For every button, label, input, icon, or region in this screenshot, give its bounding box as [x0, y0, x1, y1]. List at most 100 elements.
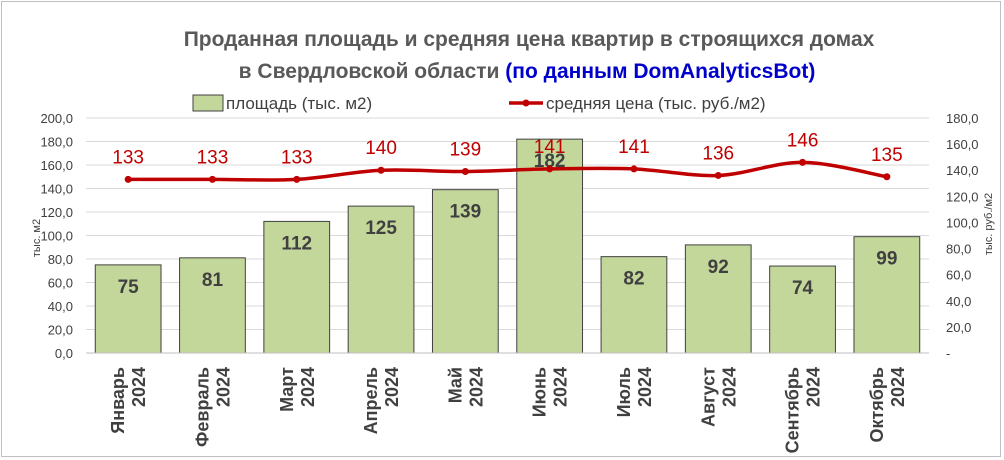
- x-tick-year: 2024: [551, 367, 571, 407]
- chart-title-region: в Свердловской области: [239, 60, 500, 83]
- y2-tick-label: 140,0: [946, 163, 979, 178]
- y-tick-label: 100,0: [40, 229, 73, 244]
- x-tick-label: Май 2024: [445, 367, 486, 407]
- bar-data-label: 99: [876, 249, 897, 270]
- y-axis-title: тыс. м2: [31, 219, 43, 257]
- price-data-label: 133: [112, 147, 144, 168]
- y-tick-label: 40,0: [48, 299, 73, 314]
- chart-title: Проданная площадь и средняя цена квартир…: [184, 28, 875, 51]
- y-tick-label: 120,0: [40, 205, 73, 220]
- price-point: [124, 175, 132, 183]
- x-tick-label: Апрель 2024: [361, 367, 402, 434]
- bar-data-label: 81: [202, 270, 224, 291]
- price-data-label: 133: [197, 147, 229, 168]
- x-tick-month: Июль: [614, 367, 634, 417]
- bar-data-label: 75: [118, 277, 140, 298]
- y-tick-label: 20,0: [48, 323, 73, 338]
- x-tick-month: Март: [277, 367, 297, 412]
- price-data-label: 139: [449, 140, 481, 161]
- legend-bar-label: площадь (тыс. м2): [226, 94, 372, 113]
- chart-title-source: (по данным DomAnalyticsBot): [505, 60, 815, 83]
- price-point: [377, 166, 385, 174]
- x-tick-year: 2024: [719, 367, 739, 407]
- x-tick-month: Май: [445, 367, 465, 403]
- price-data-label: 140: [365, 138, 397, 159]
- price-data-label: 136: [702, 143, 734, 164]
- x-tick-year: 2024: [382, 367, 402, 407]
- price-data-label: 146: [787, 130, 819, 151]
- bar-data-label: 182: [534, 151, 566, 172]
- y2-tick-label: 80,0: [946, 242, 971, 257]
- y-tick-label: 160,0: [40, 158, 73, 173]
- y-tick-label: 0,0: [55, 346, 73, 361]
- y-tick-label: 140,0: [40, 182, 73, 197]
- price-line: 133 133 133 140 139 141 141 136 146 135: [112, 130, 903, 183]
- bar: [516, 138, 584, 354]
- x-tick-year: 2024: [213, 367, 233, 407]
- bar-data-label: 139: [449, 202, 481, 223]
- bar-data-label: 112: [281, 233, 312, 254]
- x-tick-label: Январь 2024: [108, 367, 149, 434]
- price-point: [883, 173, 891, 181]
- bar: [94, 264, 162, 354]
- x-tick-month: Август: [698, 367, 718, 427]
- chart-title-line2: в Свердловской области (по данным DomAna…: [239, 60, 816, 83]
- x-tick-label: Июнь 2024: [530, 367, 571, 417]
- x-tick-label: Март 2024: [277, 367, 318, 412]
- x-tick-label: Сентябрь 2024: [783, 367, 824, 453]
- y-tick-label: 60,0: [48, 276, 73, 291]
- price-point: [714, 171, 722, 179]
- y2-tick-label: 160,0: [946, 137, 979, 152]
- legend: площадь (тыс. м2) средняя цена (тыс. руб…: [192, 94, 766, 113]
- legend-line-label: средняя цена (тыс. руб./м2): [546, 94, 766, 113]
- legend-line-marker: [522, 99, 530, 107]
- x-tick-month: Январь: [108, 367, 128, 434]
- x-tick-label: Июль 2024: [614, 367, 655, 417]
- y-tick-label: 80,0: [48, 252, 73, 267]
- y-tick-label: 200,0: [40, 111, 73, 126]
- legend-bar-swatch: [192, 94, 224, 112]
- x-tick-year: 2024: [298, 367, 318, 407]
- y2-tick-label: 40,0: [946, 294, 971, 309]
- price-point: [546, 165, 554, 173]
- price-point: [461, 168, 469, 176]
- bar: [179, 257, 246, 354]
- price-point: [799, 158, 807, 166]
- x-tick-year: 2024: [129, 367, 149, 407]
- price-data-label: 141: [534, 137, 566, 158]
- x-tick-label: Август 2024: [698, 367, 739, 427]
- price-point: [630, 165, 638, 173]
- y2-tick-label: 100,0: [946, 215, 979, 230]
- bar: [684, 244, 752, 354]
- bars: 75 81 112 125 139 182 82 92 74 99: [94, 138, 921, 354]
- price-line-path: [128, 160, 888, 182]
- price-data-label: 141: [618, 137, 650, 158]
- x-tick-month: Сентябрь: [783, 367, 803, 453]
- bar-data-label: 125: [365, 218, 397, 239]
- y2-axis-title: тыс. руб./м2: [983, 193, 995, 255]
- x-tick-label: Октябрь 2024: [867, 367, 908, 443]
- price-point: [208, 175, 216, 183]
- y2-tick-label: 120,0: [946, 189, 979, 204]
- bar: [347, 205, 415, 354]
- y2-tick-label: -: [946, 346, 950, 361]
- y2-tick-label: 60,0: [946, 268, 971, 283]
- bar: [431, 189, 499, 354]
- x-tick-month: Октябрь: [867, 367, 887, 443]
- x-tick-month: Апрель: [361, 367, 381, 434]
- x-tick-year: 2024: [635, 367, 655, 407]
- bar-data-label: 74: [792, 278, 814, 299]
- x-tick-month: Февраль: [192, 367, 212, 447]
- bar-data-label: 92: [708, 257, 729, 278]
- y2-tick-label: 20,0: [946, 320, 971, 335]
- y-tick-label: 180,0: [40, 135, 73, 150]
- x-tick-label: Февраль 2024: [192, 367, 233, 447]
- price-point: [293, 175, 301, 183]
- x-tick-year: 2024: [888, 367, 908, 407]
- price-data-label: 135: [871, 145, 903, 166]
- y2-tick-label: 180,0: [946, 111, 979, 126]
- x-tick-year: 2024: [804, 367, 824, 407]
- x-tick-year: 2024: [466, 367, 486, 407]
